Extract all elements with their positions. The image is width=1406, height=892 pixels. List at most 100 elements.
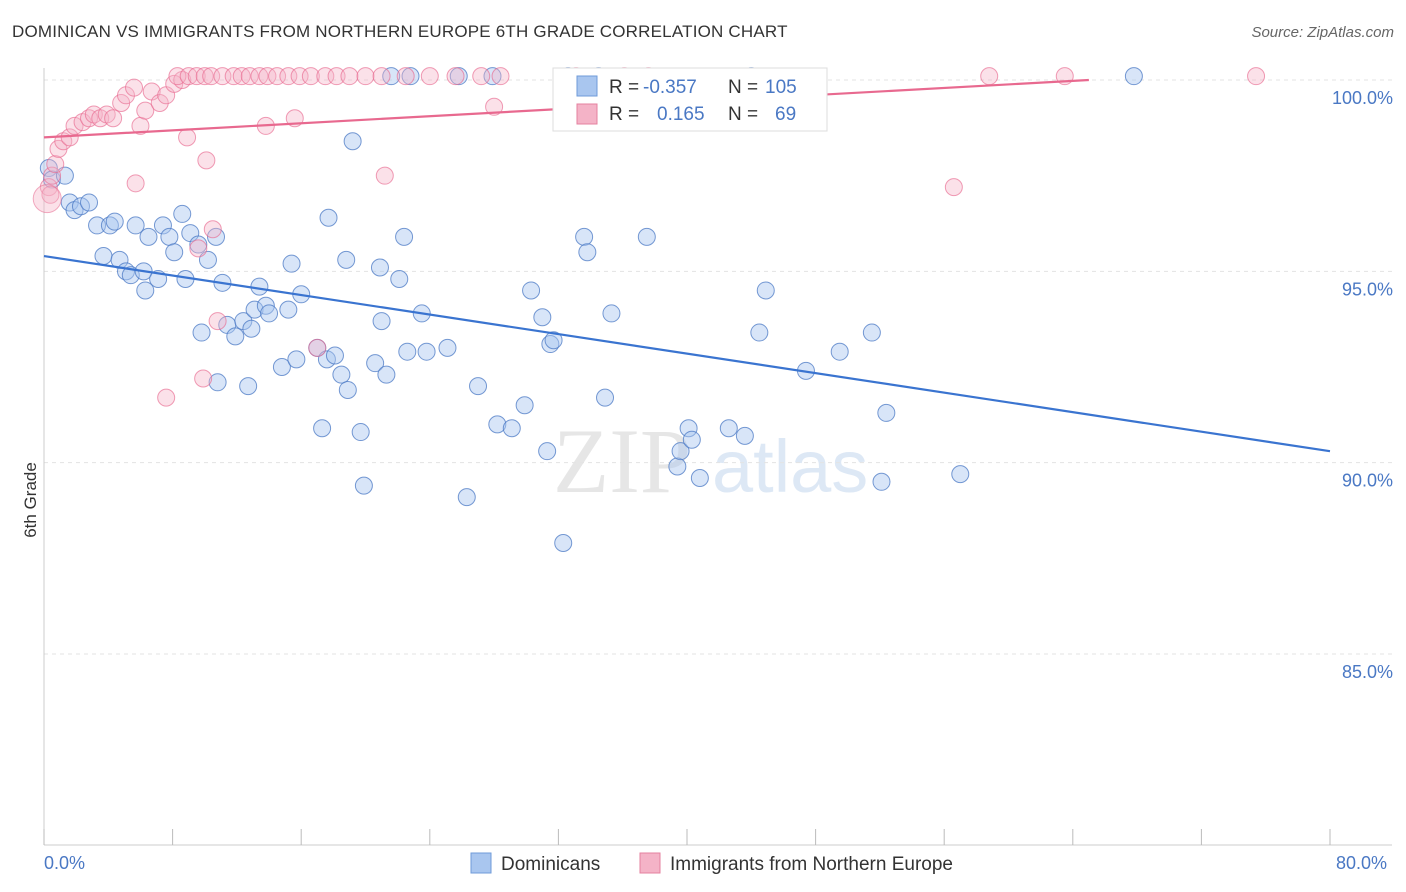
dominican-point [372, 312, 391, 331]
dominican-point [88, 216, 107, 235]
northern-europe-point [203, 220, 222, 239]
northern-europe-point [944, 178, 963, 197]
dominican-point [533, 308, 552, 327]
dominican-point [153, 216, 172, 235]
dominican-point [671, 442, 690, 461]
dominican-point [192, 323, 211, 342]
dominican-point [395, 227, 414, 246]
northern-europe-point [420, 67, 439, 86]
northern-europe-point [1247, 67, 1266, 86]
dominican-point [575, 227, 594, 246]
northern-europe-point [446, 67, 465, 86]
x-tick-label-max: 80.0% [1336, 853, 1387, 873]
dominican-point [370, 258, 389, 277]
dominican-point [554, 534, 573, 553]
stats-legend-blue-swatch [576, 75, 598, 97]
northern-europe-point [340, 67, 359, 86]
dominican-point [398, 342, 417, 361]
watermark-zip: ZIP [553, 410, 691, 512]
stats-legend-pink-swatch [576, 103, 598, 125]
dominican-point [366, 354, 385, 373]
dominican-point [198, 250, 217, 269]
legend-label-northern-europe: Immigrants from Northern Europe [670, 854, 953, 875]
northern-europe-points [32, 67, 1266, 407]
dominican-point [862, 323, 881, 342]
dominican-point [272, 358, 291, 376]
dominican-point [637, 227, 656, 246]
chart-title: DOMINICAN VS IMMIGRANTS FROM NORTHERN EU… [12, 22, 788, 41]
northern-europe-point [197, 151, 216, 170]
dominican-point [242, 319, 261, 338]
dominican-point [343, 132, 362, 151]
dominican-point [94, 247, 113, 266]
northern-europe-point [301, 67, 320, 86]
legend-swatch-dominicans [470, 852, 492, 874]
northern-europe-point [195, 67, 214, 86]
dominican-point [602, 304, 621, 323]
dominican-point [189, 235, 208, 254]
northern-europe-point [39, 178, 58, 197]
dominican-point [668, 457, 687, 476]
y-tick-label: 95.0% [1342, 279, 1393, 299]
dominican-point [337, 250, 356, 269]
northern-europe-point [472, 67, 491, 86]
dominican-point [438, 338, 457, 357]
northern-europe-point [372, 67, 391, 86]
dominican-point [160, 227, 179, 246]
axes [43, 68, 1392, 846]
dominican-point [417, 342, 436, 361]
stats-r-label-2: R = [609, 104, 639, 125]
dominican-point [719, 419, 738, 438]
dominican-point [401, 67, 420, 86]
dominicans-trend-line [43, 254, 1331, 453]
dominican-point [690, 468, 709, 487]
dominican-point [80, 193, 99, 212]
northern-europe-point [32, 184, 62, 214]
dominican-point [351, 423, 370, 442]
y-tick-label: 90.0% [1342, 471, 1393, 491]
dominican-point [260, 304, 279, 323]
northern-europe-point [308, 338, 327, 357]
series-legend: Dominicans Immigrants from Northern Euro… [470, 852, 953, 875]
y-tick-label: 85.0% [1342, 662, 1393, 682]
stats-n-value-1: 105 [765, 77, 797, 98]
dominican-point [382, 67, 401, 86]
dominican-point [830, 342, 849, 361]
dominican-point [173, 204, 192, 223]
dominican-point [287, 350, 306, 369]
dominican-point [951, 465, 970, 484]
northern-europe-point [41, 185, 60, 204]
dominican-point [877, 403, 896, 422]
northern-europe-point [178, 128, 197, 147]
dominican-point [325, 346, 344, 365]
dominican-point [332, 365, 351, 384]
dominican-point [1124, 67, 1143, 86]
dominican-point [245, 300, 264, 319]
northern-europe-point [240, 67, 259, 86]
dominican-point [538, 442, 557, 461]
dominican-point [126, 216, 145, 235]
northern-europe-point [258, 67, 277, 86]
stats-legend: R = -0.357 N = 105 R = 0.165 N = 69 [552, 67, 828, 132]
dominican-point [55, 166, 74, 185]
y-tick-label: 100.0% [1332, 88, 1393, 108]
dominican-point [136, 281, 155, 300]
dominican-point [457, 488, 476, 507]
dominican-point [239, 377, 258, 396]
northern-europe-point [125, 78, 144, 97]
northern-europe-point [189, 239, 208, 258]
legend-swatch-northern-europe [639, 852, 661, 874]
dominican-point [596, 388, 615, 407]
northern-europe-point [356, 67, 375, 86]
northern-europe-point [136, 101, 155, 120]
dominican-point [282, 254, 301, 273]
dominican-point [679, 419, 698, 438]
dominican-point [250, 277, 269, 296]
dominican-point [279, 300, 298, 319]
stats-legend-box [552, 67, 828, 132]
dominican-point [544, 331, 563, 350]
stats-n-label-2: N = [728, 104, 758, 125]
northern-europe-point [150, 93, 169, 112]
northern-europe-point [208, 312, 227, 331]
